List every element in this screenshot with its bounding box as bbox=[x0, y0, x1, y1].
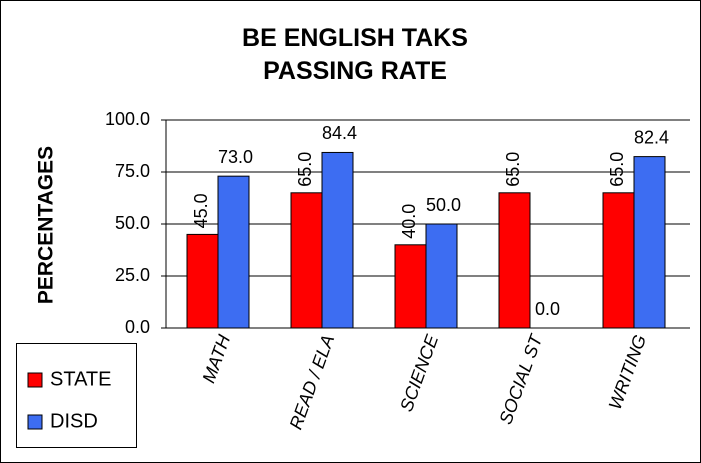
data-label: 45.0 bbox=[191, 193, 211, 228]
legend-box bbox=[16, 343, 137, 448]
data-label: 73.0 bbox=[218, 147, 253, 167]
y-tick-label: 50.0 bbox=[115, 213, 150, 233]
y-axis-label: PERCENTAGES bbox=[35, 146, 58, 304]
data-label: 40.0 bbox=[399, 204, 419, 239]
y-tick-label: 75.0 bbox=[115, 161, 150, 181]
bar bbox=[602, 192, 635, 329]
legend-swatch bbox=[27, 414, 43, 430]
data-label: 84.4 bbox=[322, 123, 357, 143]
legend-label: STATE bbox=[50, 368, 111, 390]
bar bbox=[290, 192, 323, 329]
y-tick-label: 100.0 bbox=[105, 109, 150, 129]
legend-swatch bbox=[27, 372, 43, 388]
data-label: 65.0 bbox=[503, 152, 523, 187]
bar bbox=[425, 223, 458, 329]
bar bbox=[394, 244, 427, 329]
data-label: 65.0 bbox=[295, 152, 315, 187]
bar bbox=[633, 156, 666, 329]
y-tick-label: 0.0 bbox=[125, 317, 150, 337]
bar bbox=[321, 151, 354, 329]
chart-title: BE ENGLISH TAKS PASSING RATE bbox=[242, 24, 468, 85]
y-tick-label: 25.0 bbox=[115, 265, 150, 285]
data-label: 82.4 bbox=[634, 127, 669, 147]
bar bbox=[186, 233, 219, 329]
data-label: 65.0 bbox=[607, 152, 627, 187]
data-label: 0.0 bbox=[535, 299, 560, 319]
bar bbox=[217, 175, 250, 329]
legend-label: DISD bbox=[50, 410, 98, 432]
data-label: 50.0 bbox=[426, 195, 461, 215]
bar bbox=[498, 192, 531, 329]
